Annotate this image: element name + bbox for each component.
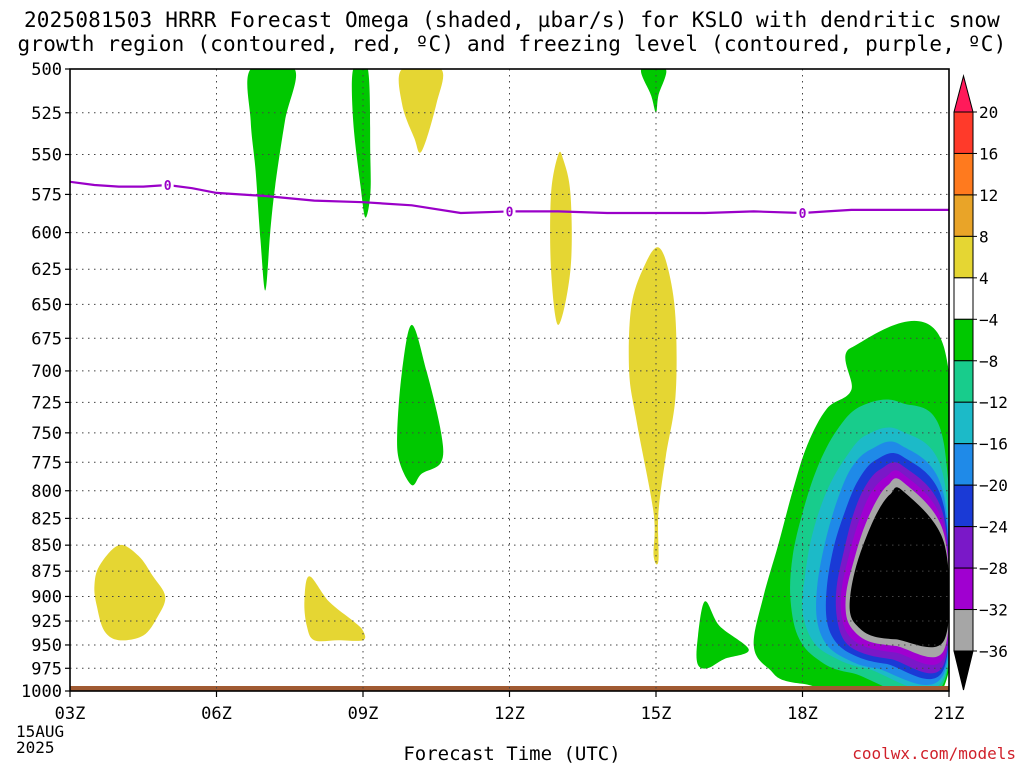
y-tick-label: 725 xyxy=(31,393,62,413)
colorbar-bottom-arrow xyxy=(953,650,974,691)
colorbar: 20 16 12 8 4 −4 −8 −12 −16 −20 −24 −28 −32 −36 xyxy=(953,74,1008,691)
chart-title-line2: growth region (contoured, red, ºC) and f… xyxy=(17,32,1007,56)
freezing-level-label-bg xyxy=(796,204,809,220)
date-year-label: 2025 xyxy=(16,738,55,757)
y-tick-label: 875 xyxy=(31,562,62,582)
colorbar-segment xyxy=(953,609,974,652)
x-tick-label: 18Z xyxy=(787,704,818,724)
colorbar-label: 16 xyxy=(979,144,998,163)
y-tick-label: 1000 xyxy=(21,682,62,702)
grid-lines xyxy=(70,69,949,691)
y-tick-label: 750 xyxy=(31,424,62,444)
colorbar-segment xyxy=(953,567,974,611)
y-tick-label: 900 xyxy=(31,587,62,607)
colorbar-label: −4 xyxy=(979,310,998,329)
colorbar-label: −12 xyxy=(979,393,1008,412)
colorbar-label: 4 xyxy=(979,269,989,288)
colorbar-label: 8 xyxy=(979,227,989,246)
y-tick-label: 975 xyxy=(31,659,62,679)
colorbar-segment xyxy=(953,277,974,320)
date-day-label: 15AUG xyxy=(16,722,65,741)
y-tick-label: 550 xyxy=(31,146,62,166)
x-tick-label: 09Z xyxy=(348,704,379,724)
colorbar-label: −24 xyxy=(979,518,1008,537)
y-tick-label: 525 xyxy=(31,104,62,124)
colorbar-label: −8 xyxy=(979,352,998,371)
freezing-level-layer: 0 0 0 xyxy=(70,177,949,222)
colorbar-label: −32 xyxy=(979,601,1008,620)
omega-shading-layer xyxy=(70,69,949,691)
y-tick-label: 850 xyxy=(31,536,62,556)
freezing-level-label-bg xyxy=(161,177,174,193)
omega-region-7 xyxy=(94,544,166,641)
y-tick-label: 825 xyxy=(31,509,62,529)
y-tick-label: 575 xyxy=(31,185,62,205)
colorbar-label: 20 xyxy=(979,103,998,122)
colorbar-segment xyxy=(953,401,974,445)
colorbar-top-arrow xyxy=(953,74,974,113)
colorbar-label: 12 xyxy=(979,186,998,205)
omega-region-4 xyxy=(550,151,572,325)
colorbar-label: −28 xyxy=(979,559,1008,578)
omega-region-6 xyxy=(397,324,444,486)
freezing-level-label: 0 xyxy=(506,205,514,220)
x-tick-label: 12Z xyxy=(494,704,525,724)
x-tick-label: 21Z xyxy=(934,704,965,724)
y-axis: 500 525 550 575 600 625 650 675 700 725 750 775 800 8… xyxy=(21,60,70,702)
y-tick-label: 950 xyxy=(31,636,62,656)
x-tick-label: 03Z xyxy=(55,704,86,724)
omega-region-18 xyxy=(849,487,949,648)
freezing-level-label: 0 xyxy=(164,179,172,194)
colorbar-label: −16 xyxy=(979,435,1008,454)
y-tick-label: 625 xyxy=(31,260,62,280)
omega-region-5 xyxy=(628,247,677,565)
omega-region-1 xyxy=(351,69,371,218)
x-tick-label: 15Z xyxy=(641,704,672,724)
y-tick-label: 675 xyxy=(31,329,62,349)
colorbar-segment xyxy=(953,484,974,528)
colorbar-segment xyxy=(953,152,974,196)
colorbar-segment xyxy=(953,360,974,403)
colorbar-label: −20 xyxy=(979,476,1008,495)
chart-title-line1: 2025081503 HRRR Forecast Omega (shaded, … xyxy=(23,8,1001,32)
y-tick-label: 600 xyxy=(31,224,62,244)
x-axis-title: Forecast Time (UTC) xyxy=(403,743,621,765)
freezing-level-line xyxy=(70,180,949,215)
x-axis: 03Z 06Z 09Z 12Z 15Z 18Z 21Z xyxy=(55,691,965,724)
omega-region-8 xyxy=(304,576,366,642)
watermark: coolwx.com/models xyxy=(852,744,1016,763)
colorbar-label: −36 xyxy=(979,642,1008,661)
y-tick-label: 775 xyxy=(31,453,62,473)
freezing-level-label-bg xyxy=(503,203,516,219)
omega-region-2 xyxy=(398,69,444,153)
omega-region-3 xyxy=(640,69,667,113)
freezing-level-label: 0 xyxy=(799,207,807,222)
omega-region-0 xyxy=(247,69,296,291)
colorbar-segment xyxy=(953,194,974,237)
y-tick-label: 800 xyxy=(31,482,62,502)
omega-region-9 xyxy=(696,601,749,669)
y-tick-label: 500 xyxy=(31,60,62,80)
colorbar-segment xyxy=(953,443,974,486)
y-tick-label: 650 xyxy=(31,295,62,315)
colorbar-segment xyxy=(953,526,974,569)
colorbar-segment xyxy=(953,111,974,154)
y-tick-label: 700 xyxy=(31,362,62,382)
colorbar-segment xyxy=(953,318,974,362)
colorbar-segment xyxy=(953,235,974,279)
y-tick-label: 925 xyxy=(31,612,62,632)
x-tick-label: 06Z xyxy=(201,704,232,724)
